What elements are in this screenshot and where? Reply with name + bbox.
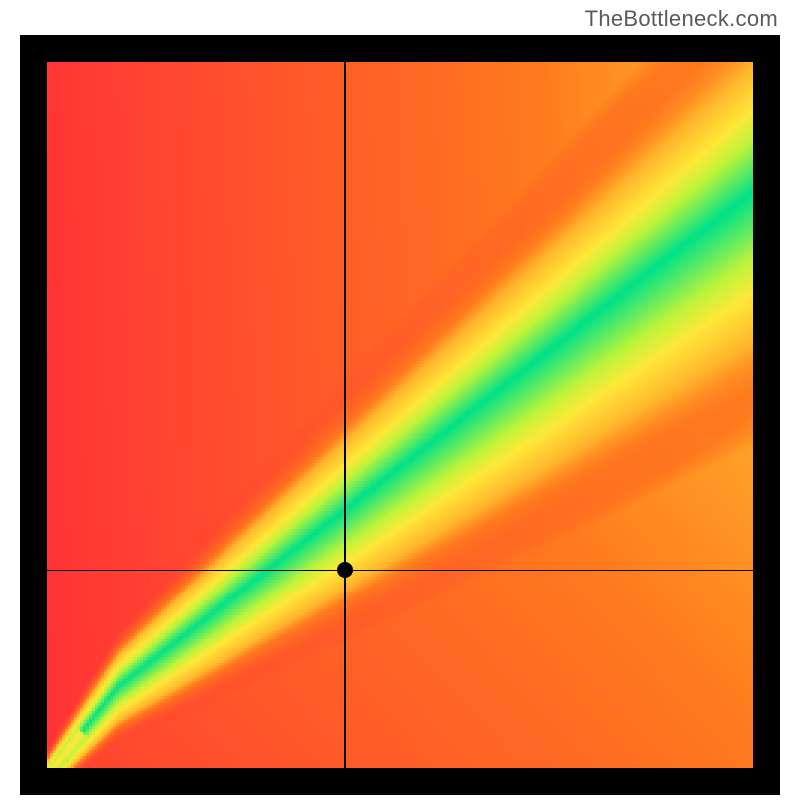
plot-area bbox=[47, 62, 753, 768]
crosshair-horizontal bbox=[47, 570, 753, 571]
attribution-text: TheBottleneck.com bbox=[585, 6, 778, 32]
crosshair-vertical bbox=[344, 62, 345, 768]
heatmap-canvas bbox=[47, 62, 753, 768]
root-container: TheBottleneck.com bbox=[0, 0, 800, 800]
data-point-marker bbox=[337, 562, 353, 578]
